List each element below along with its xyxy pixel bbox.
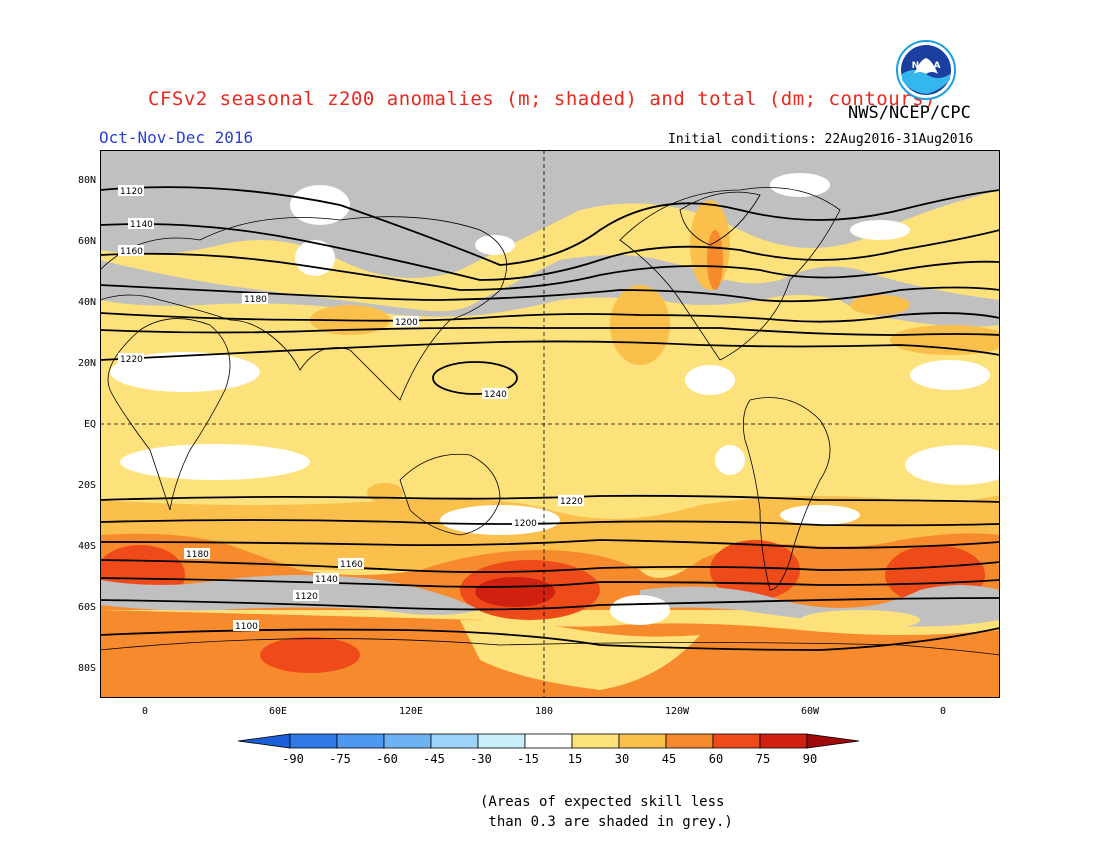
colorbar-swatch bbox=[571, 733, 620, 749]
colorbar-swatch bbox=[336, 733, 385, 749]
lat-label: 60N bbox=[77, 236, 96, 247]
colorbar-label: 90 bbox=[802, 752, 818, 766]
lat-label: 20N bbox=[77, 358, 96, 369]
noaa-logo-icon: NOAA bbox=[896, 40, 956, 100]
skill-footnote: (Areas of expected skill less than 0.3 a… bbox=[480, 794, 733, 830]
colorbar-label: 45 bbox=[661, 752, 677, 766]
shading-grey-north2 bbox=[100, 255, 1000, 327]
colorbar-arrow-low bbox=[238, 733, 291, 749]
colorbar-label: 60 bbox=[708, 752, 724, 766]
colorbar-label: -45 bbox=[423, 752, 445, 766]
colorbar-swatch bbox=[524, 733, 573, 749]
initial-conditions: Initial conditions: 22Aug2016-31Aug2016 bbox=[668, 132, 974, 147]
contour-label: 1180 bbox=[244, 295, 267, 305]
map-frame bbox=[100, 150, 1000, 698]
anomaly-map: 1120 1140 1160 1180 1200 1220 1240 1220 … bbox=[100, 150, 1000, 698]
lon-label: 0 bbox=[939, 706, 947, 717]
colorbar-label: -15 bbox=[517, 752, 539, 766]
height-contours bbox=[100, 186, 1000, 651]
colorbar-label: 15 bbox=[567, 752, 583, 766]
contour-labels: 1120 1140 1160 1180 1200 1220 1240 1220 … bbox=[118, 185, 584, 632]
lat-label: 20S bbox=[77, 480, 96, 491]
colorbar-label: -60 bbox=[376, 752, 398, 766]
colorbar-swatches bbox=[238, 733, 860, 749]
colorbar-label: -90 bbox=[282, 752, 304, 766]
lat-label: 40N bbox=[77, 297, 96, 308]
contour-label: 1160 bbox=[120, 247, 143, 257]
colorbar-label: -75 bbox=[329, 752, 351, 766]
lat-label: EQ bbox=[83, 419, 96, 430]
lat-label: 60S bbox=[77, 602, 96, 613]
colorbar-swatch bbox=[665, 733, 714, 749]
contour-label: 1180 bbox=[186, 550, 209, 560]
contour-label: 1140 bbox=[130, 220, 153, 230]
colorbar-swatch bbox=[430, 733, 479, 749]
contour-label: 1140 bbox=[315, 575, 338, 585]
lon-label: 60E bbox=[268, 706, 288, 717]
contour-label: 1120 bbox=[295, 592, 318, 602]
colorbar-swatch bbox=[618, 733, 667, 749]
contour-label: 1200 bbox=[395, 318, 418, 328]
colorbar-arrow-high bbox=[806, 733, 860, 749]
lat-label: 80N bbox=[77, 175, 96, 186]
contour-label: 1240 bbox=[484, 390, 507, 400]
coastlines bbox=[100, 187, 1000, 656]
colorbar-swatch bbox=[712, 733, 761, 749]
colorbar bbox=[238, 733, 860, 749]
colorbar-label: 75 bbox=[755, 752, 771, 766]
colorbar-swatch bbox=[383, 733, 432, 749]
contour-label: 1220 bbox=[560, 497, 583, 507]
agency-label: NWS/NCEP/CPC bbox=[848, 103, 971, 123]
lon-label: 60W bbox=[800, 706, 820, 717]
contour-label: 1160 bbox=[340, 560, 363, 570]
lon-label: 120W bbox=[664, 706, 690, 717]
contour-label: 1120 bbox=[120, 187, 143, 197]
chart-title: CFSv2 seasonal z200 anomalies (m; shaded… bbox=[148, 88, 936, 110]
forecast-period: Oct-Nov-Dec 2016 bbox=[99, 128, 254, 147]
noaa-logo-text: NOAA bbox=[912, 61, 941, 71]
colorbar-swatch bbox=[477, 733, 526, 749]
lon-label: 120E bbox=[398, 706, 424, 717]
lon-label: 180 bbox=[534, 706, 554, 717]
colorbar-label: -30 bbox=[470, 752, 492, 766]
contour-label: 1100 bbox=[235, 622, 258, 632]
colorbar-label: 30 bbox=[614, 752, 630, 766]
colorbar-swatch bbox=[289, 733, 338, 749]
lat-label: 40S bbox=[77, 541, 96, 552]
colorbar-swatch bbox=[759, 733, 808, 749]
lon-label: 0 bbox=[141, 706, 149, 717]
contour-label: 1220 bbox=[120, 355, 143, 365]
contour-label: 1200 bbox=[514, 519, 537, 529]
lat-label: 80S bbox=[77, 663, 96, 674]
